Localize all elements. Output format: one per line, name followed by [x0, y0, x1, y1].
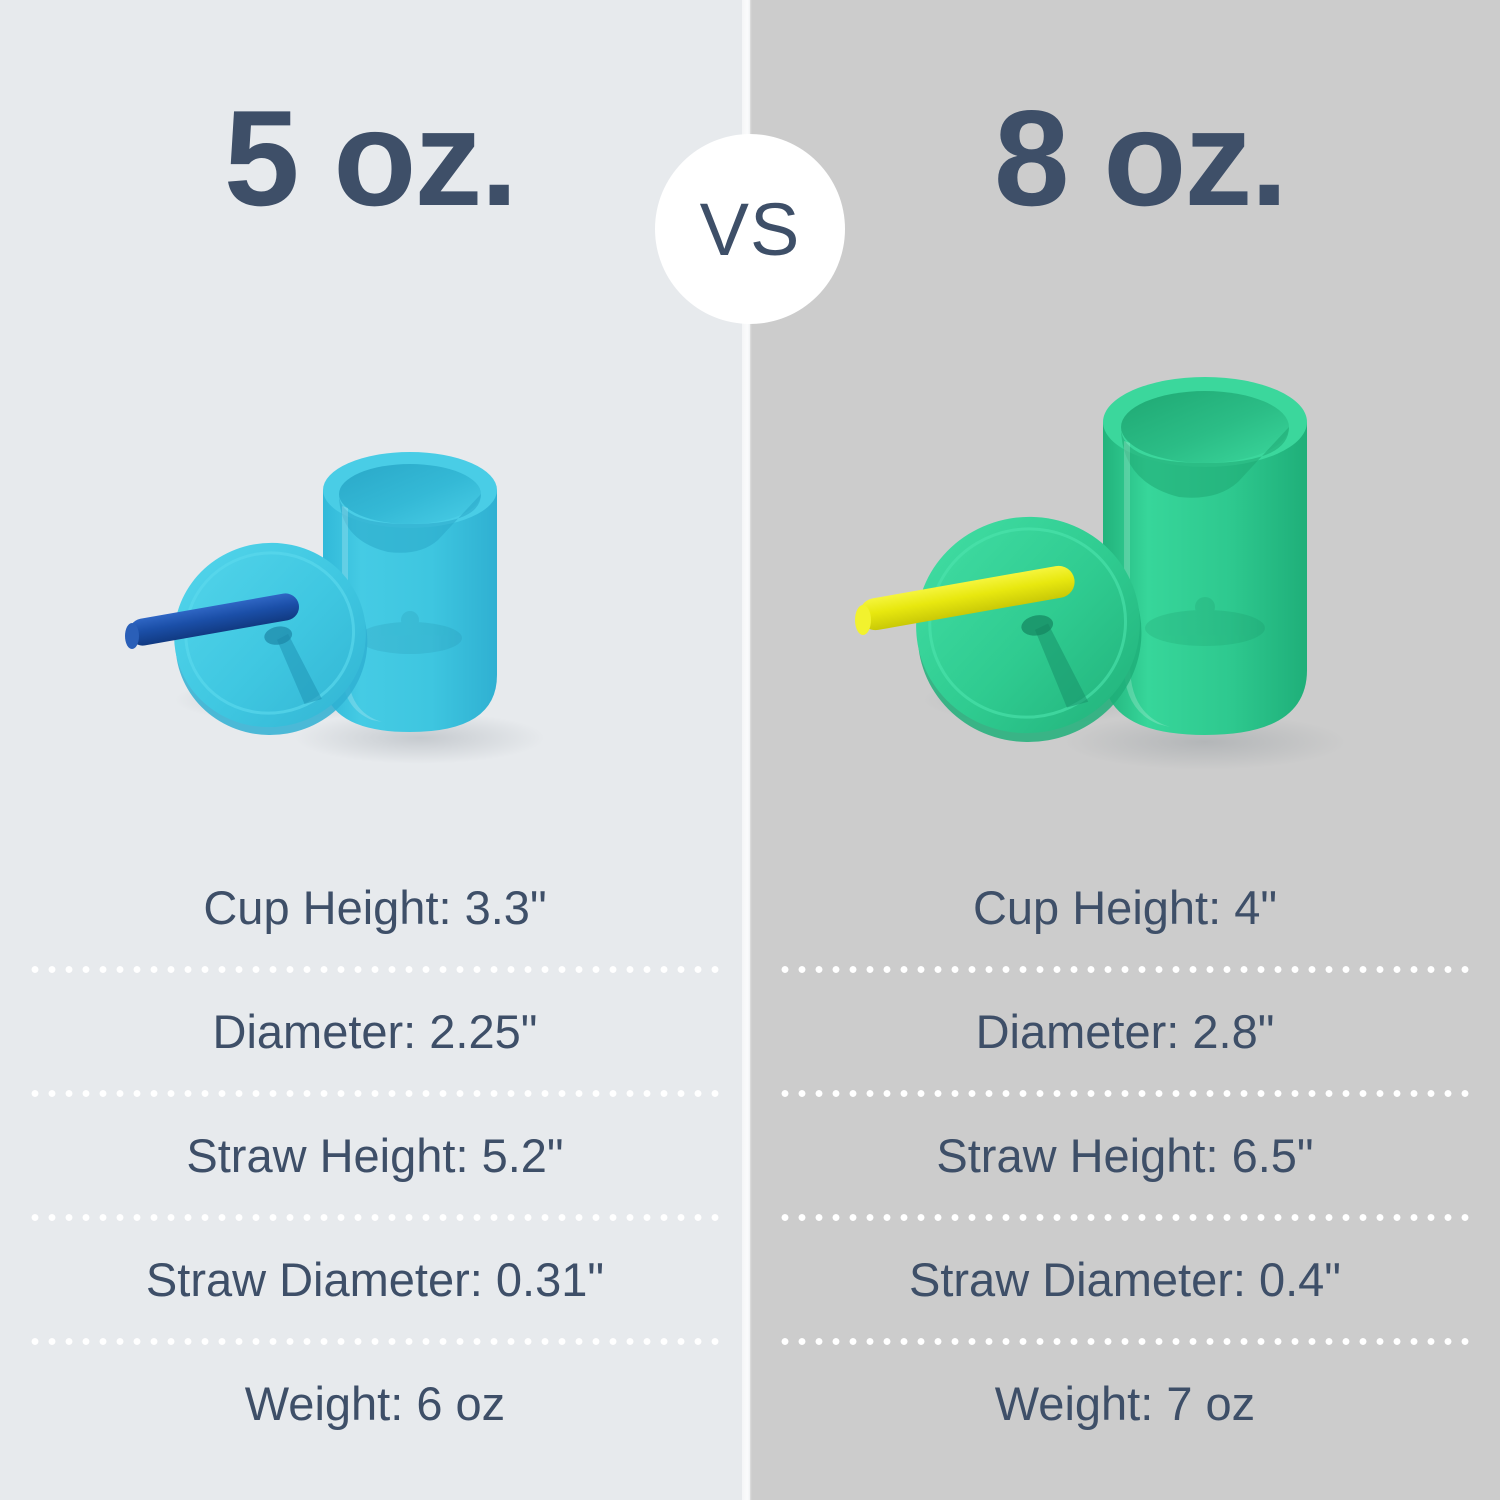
- cup-shadow: [295, 712, 545, 764]
- spec-row: Straw Diameter: 0.4": [909, 1252, 1341, 1306]
- headline-row: 5 oz. VS 8 oz.: [0, 78, 1500, 324]
- spec-separator: [778, 1326, 1472, 1356]
- spec-row: Cup Height: 3.3": [203, 880, 547, 934]
- right-product-title: 8 oz.: [993, 82, 1288, 234]
- brand-logo-emboss: [1145, 597, 1265, 646]
- spec-separator: [28, 1326, 722, 1356]
- blue-lid: [174, 542, 368, 736]
- green-cup-body: [1103, 377, 1307, 735]
- left-spec-list: Cup Height: 3.3" Diameter: 2.25" Straw H…: [10, 860, 740, 1450]
- spec-row: Weight: 7 oz: [994, 1376, 1256, 1430]
- spec-separator: [778, 1078, 1472, 1108]
- spec-row: Straw Diameter: 0.31": [145, 1252, 605, 1306]
- spec-separator: [778, 1202, 1472, 1232]
- blue-cup-illustration: [125, 452, 545, 764]
- spec-separator: [28, 1202, 722, 1232]
- vs-badge: VS: [655, 134, 845, 324]
- panel-divider: [742, 0, 752, 1500]
- spec-separator: [28, 954, 722, 984]
- brand-logo-emboss: [358, 611, 462, 654]
- spec-separator: [28, 1078, 722, 1108]
- blue-straw: [125, 593, 299, 649]
- vs-label: VS: [699, 187, 801, 271]
- blue-cup-body: [323, 452, 497, 732]
- spec-row: Diameter: 2.8": [975, 1004, 1275, 1058]
- right-product-image: [850, 370, 1410, 820]
- spec-row: Weight: 6 oz: [244, 1376, 506, 1430]
- yellow-straw: [855, 565, 1075, 635]
- left-product-image: [120, 420, 640, 820]
- right-spec-list: Cup Height: 4" Diameter: 2.8" Straw Heig…: [760, 860, 1490, 1450]
- spec-row: Straw Height: 5.2": [186, 1128, 564, 1182]
- spec-row: Straw Height: 6.5": [936, 1128, 1314, 1182]
- green-cup-illustration: [855, 377, 1347, 770]
- spec-row: Cup Height: 4": [972, 880, 1278, 934]
- cup-shadow: [1063, 714, 1347, 770]
- left-product-title: 5 oz.: [223, 82, 518, 234]
- green-lid: [916, 516, 1142, 742]
- spec-row: Diameter: 2.25": [212, 1004, 538, 1058]
- spec-separator: [778, 954, 1472, 984]
